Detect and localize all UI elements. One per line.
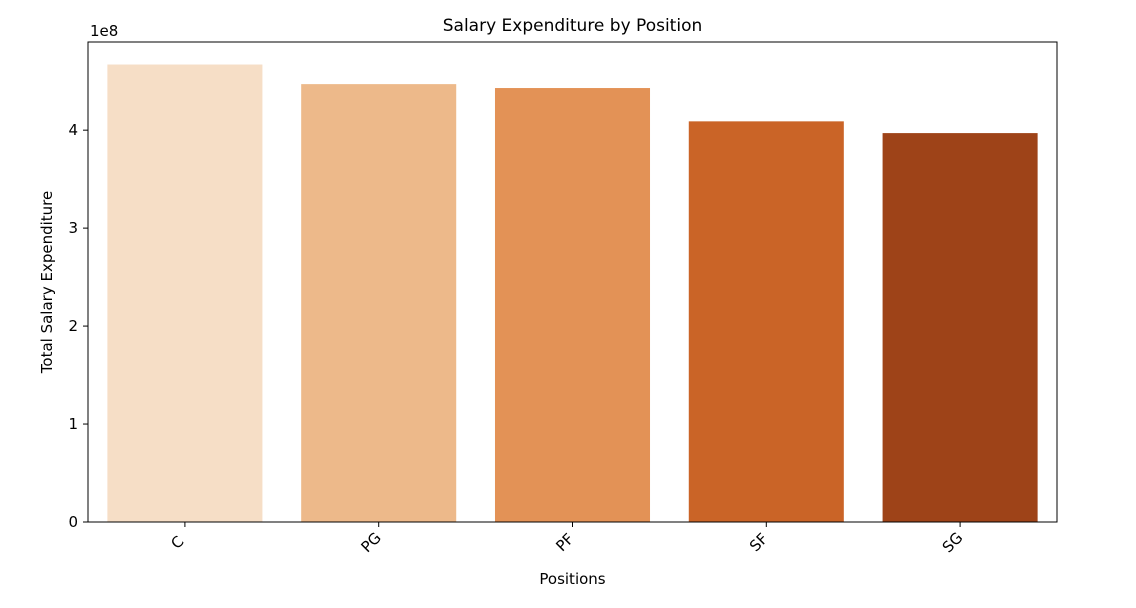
bar-sf bbox=[688, 121, 844, 523]
y-axis-label: Total Salary Expenditure bbox=[38, 191, 56, 374]
x-tick-label: SF bbox=[746, 530, 772, 556]
x-axis-ticks: C PG PF SF SG bbox=[167, 522, 966, 556]
x-tick-label: PG bbox=[357, 529, 384, 556]
bars bbox=[107, 64, 1038, 523]
y-tick-label: 2 bbox=[68, 317, 78, 335]
bar-pf bbox=[494, 88, 651, 522]
x-tick-label: PF bbox=[552, 530, 577, 555]
y-tick-label: 0 bbox=[68, 513, 78, 531]
x-tick-label: C bbox=[167, 532, 187, 552]
x-axis-label: Positions bbox=[539, 570, 605, 588]
plot-frame bbox=[87, 41, 1058, 523]
x-tick-label: SG bbox=[939, 529, 967, 557]
y-axis-offset-text: 1e8 bbox=[90, 22, 118, 40]
bar-pg bbox=[301, 84, 457, 523]
y-tick-label: 1 bbox=[68, 415, 78, 433]
y-axis-ticks: 0 1 2 3 4 bbox=[68, 121, 88, 531]
y-tick-label: 4 bbox=[68, 121, 78, 139]
bar-c bbox=[107, 64, 263, 522]
bar-sg bbox=[882, 133, 1038, 522]
y-tick-label: 3 bbox=[68, 219, 78, 237]
chart-title: Salary Expenditure by Position bbox=[443, 16, 703, 36]
